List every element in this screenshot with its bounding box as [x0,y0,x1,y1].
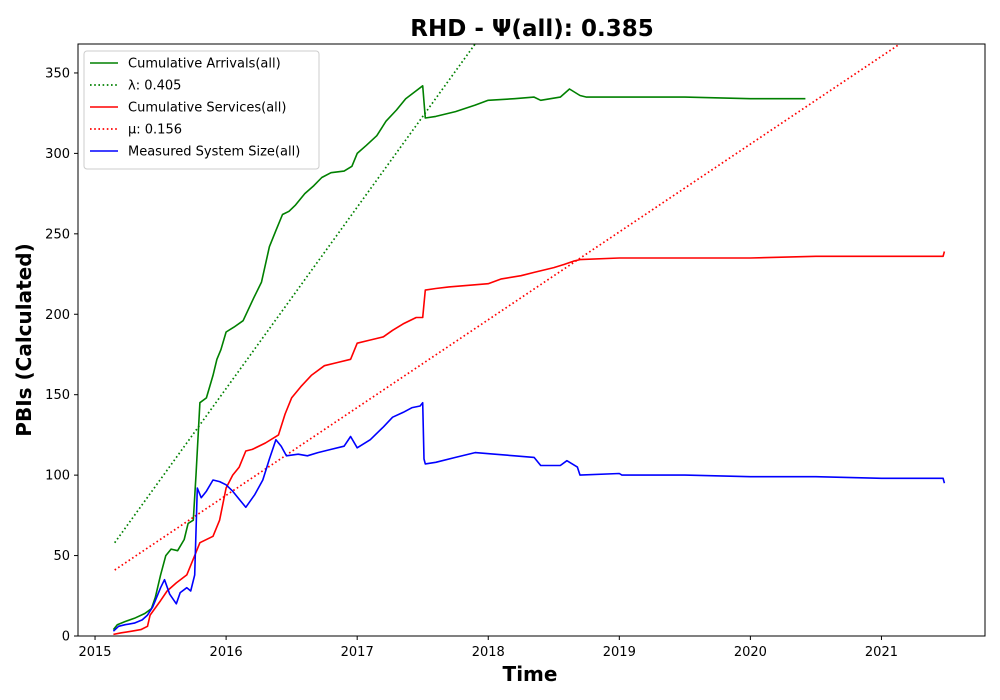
legend-label-4: Measured System Size(all) [128,145,300,160]
series-lines [112,44,946,636]
x-tick-label: 2016 [210,645,243,660]
y-tick-label: 300 [45,147,70,162]
legend-label-2: Cumulative Services(all) [128,101,286,116]
legend-label-0: Cumulative Arrivals(all) [128,57,281,72]
y-axis-title: PBIs (Calculated) [12,243,36,436]
plot-area: 2015 2016 2017 2018 2019 2020 2021 0 50 100 150 200… [45,43,986,660]
plot-frame [77,43,986,637]
legend-label-1: λ: 0.405 [128,79,181,94]
y-tick-label: 350 [45,66,70,81]
series-line-1 [114,44,476,544]
x-tick-label: 2017 [341,645,374,660]
chart-title: RHD - Ψ(all): 0.385 [410,16,653,42]
series-line-0 [112,85,806,631]
y-tick-label: 100 [45,469,70,484]
x-tick-label: 2018 [472,645,505,660]
y-tick-label: 50 [53,549,70,564]
x-tick-label: 2019 [603,645,636,660]
y-tick-label: 150 [45,388,70,403]
x-tick-label: 2020 [734,645,767,660]
legend-label-3: μ: 0.156 [128,123,182,138]
x-tick-label: 2015 [78,645,111,660]
legend-box [83,50,320,170]
series-line-4 [112,401,946,632]
x-tick-label: 2021 [865,645,898,660]
legend: Cumulative Arrivals(all) λ: 0.405 Cumulati… [83,50,320,170]
y-tick-label: 0 [62,630,70,645]
x-axis-title: Time [503,662,558,686]
y-tick-label: 250 [45,227,70,242]
series-line-2 [113,251,946,636]
y-tick-label: 200 [45,308,70,323]
